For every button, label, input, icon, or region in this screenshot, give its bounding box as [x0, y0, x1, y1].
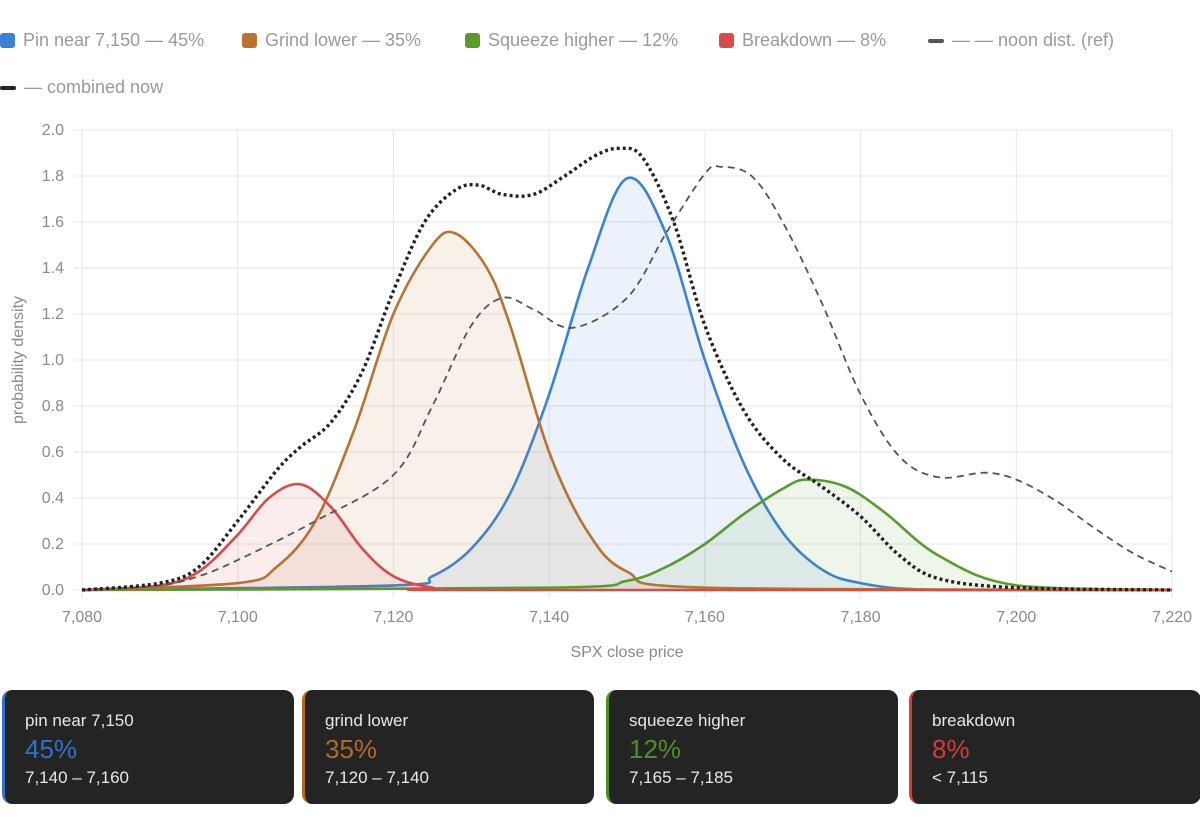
- y-axis-label: probability density: [10, 296, 27, 424]
- series-line-grind-lower-35: [81, 230, 1173, 592]
- card-title: squeeze higher: [629, 711, 746, 730]
- card-title: grind lower: [325, 711, 409, 730]
- legend-item-squeeze[interactable]: Squeeze higher — 12%: [465, 30, 678, 51]
- scenario-card-breakdown[interactable]: breakdown 8% < 7,115: [909, 690, 1200, 804]
- series-line-pin-near-7-150-45: [81, 176, 1172, 592]
- x-tick-label: 7,120: [373, 609, 413, 626]
- scenario-card-grind[interactable]: grind lower 35% 7,120 – 7,140: [302, 690, 594, 804]
- x-tick-label: 7,220: [1152, 609, 1192, 626]
- legend-label-grind: Grind lower — 35%: [265, 30, 422, 50]
- series-line-breakdown-8: [81, 482, 1172, 592]
- legend-item-noon[interactable]: — — noon dist. (ref): [928, 30, 1114, 51]
- series-line-combined-now: [81, 146, 1173, 592]
- legend-label-squeeze: Squeeze higher — 12%: [488, 30, 679, 50]
- legend-item-combined[interactable]: — combined now: [0, 77, 163, 98]
- legend-swatch-grind: [242, 33, 257, 48]
- y-tick-label: 0.6: [42, 444, 64, 461]
- y-tick-label: 1.4: [42, 260, 64, 277]
- card-range: < 7,115: [932, 768, 988, 787]
- card-range: 7,140 – 7,160: [25, 768, 129, 787]
- card-range: 7,165 – 7,185: [629, 768, 733, 787]
- x-tick-label: 7,200: [996, 609, 1036, 626]
- y-tick-label: 0.8: [42, 398, 64, 415]
- legend-item-pin[interactable]: Pin near 7,150 — 45%: [0, 30, 204, 51]
- card-title: pin near 7,150: [25, 711, 134, 730]
- series-area-breakdown-8: [82, 483, 1172, 590]
- legend-label-pin: Pin near 7,150 — 45%: [23, 30, 205, 50]
- card-range: 7,120 – 7,140: [325, 768, 429, 787]
- legend-swatch-combined: [0, 85, 16, 90]
- density-chart: 7,080 7,100 7,120 7,140 7,160 7,180 7,200 7,220…: [10, 122, 1192, 661]
- card-probability: 45%: [25, 734, 78, 764]
- legend-label-combined: — combined now: [24, 77, 164, 97]
- series-area-pin-near-7-150-45: [82, 177, 1172, 590]
- card-probability: 12%: [629, 734, 682, 764]
- y-tick-label: 1.0: [42, 352, 64, 369]
- series-line-noon-dist-ref: [81, 164, 1173, 591]
- legend-swatch-breakdown: [719, 33, 734, 48]
- x-tick-label: 7,080: [62, 609, 102, 626]
- x-tick-label: 7,140: [529, 609, 569, 626]
- y-tick-label: 1.2: [42, 306, 64, 323]
- card-probability: 35%: [325, 734, 378, 764]
- chart-series-layer: [81, 146, 1173, 592]
- y-tick-label: 0.2: [42, 536, 64, 553]
- y-tick-label: 2.0: [42, 122, 64, 139]
- legend-swatch-noon: [928, 38, 944, 43]
- chart-axes: 7,080 7,100 7,120 7,140 7,160 7,180 7,200 7,220…: [42, 122, 1192, 626]
- legend-swatch-squeeze: [465, 33, 480, 48]
- y-tick-label: 1.8: [42, 168, 64, 185]
- legend-item-grind[interactable]: Grind lower — 35%: [242, 30, 421, 51]
- y-tick-label: 0.0: [42, 582, 64, 599]
- card-probability: 8%: [932, 734, 970, 764]
- scenario-cards: pin near 7,150 45% 7,140 – 7,160 grind l…: [0, 690, 1200, 806]
- scenario-card-pin[interactable]: pin near 7,150 45% 7,140 – 7,160: [2, 690, 294, 804]
- y-tick-label: 0.4: [42, 490, 64, 507]
- legend-swatch-pin: [0, 33, 15, 48]
- card-title: breakdown: [932, 711, 1016, 730]
- legend-label-noon: — — noon dist. (ref): [952, 30, 1115, 50]
- series-area-squeeze-higher-12: [82, 479, 1172, 590]
- legend-item-breakdown[interactable]: Breakdown — 8%: [719, 30, 886, 51]
- y-tick-label: 1.6: [42, 214, 64, 231]
- x-tick-label: 7,160: [685, 609, 725, 626]
- x-tick-label: 7,180: [841, 609, 881, 626]
- scenario-card-squeeze[interactable]: squeeze higher 12% 7,165 – 7,185: [606, 690, 898, 804]
- x-axis-label: SPX close price: [571, 644, 684, 661]
- series-line-squeeze-higher-12: [81, 478, 1173, 592]
- legend-label-breakdown: Breakdown — 8%: [742, 30, 887, 50]
- x-tick-label: 7,100: [218, 609, 258, 626]
